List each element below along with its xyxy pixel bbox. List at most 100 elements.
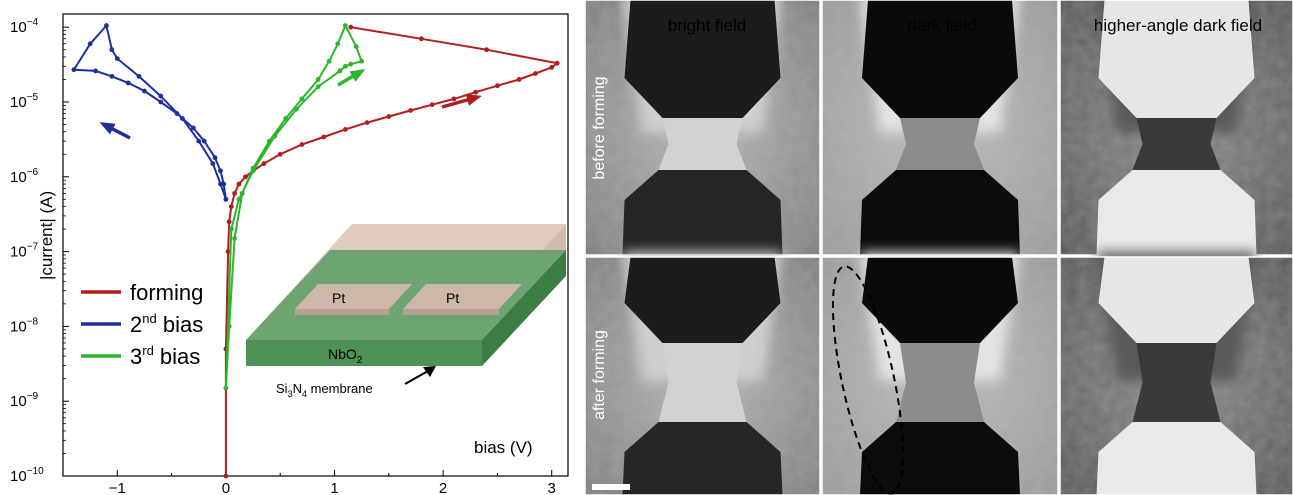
series-point-1 xyxy=(136,73,142,79)
series-point-2 xyxy=(236,196,242,202)
tile-top-particle xyxy=(1098,0,1255,118)
series-point-2 xyxy=(299,96,305,102)
x-tick-label: 1 xyxy=(330,480,338,495)
nbo2-top xyxy=(246,250,566,340)
series-point-0 xyxy=(418,36,424,42)
series-point-0 xyxy=(364,120,370,126)
tile-junction xyxy=(896,343,984,422)
series-point-1 xyxy=(142,88,147,94)
series-point-1 xyxy=(125,80,131,86)
series-point-2 xyxy=(359,58,365,64)
tile-border xyxy=(1059,256,1293,495)
series-point-1 xyxy=(158,93,164,99)
tile-junction xyxy=(896,118,984,170)
pt-pad-left xyxy=(295,284,412,309)
nbo2-side xyxy=(482,250,566,366)
tile-bottom-particle xyxy=(622,422,783,495)
legend: forming 2nd bias 3rd bias xyxy=(81,280,203,369)
series-point-0 xyxy=(236,181,242,187)
y-tick-label: 10−9 xyxy=(10,391,39,410)
series-point-1 xyxy=(218,168,223,174)
series-point-0 xyxy=(342,126,348,132)
x-axis-ticks: −1 0 1 2 3 xyxy=(62,470,556,495)
series-point-2 xyxy=(266,138,272,144)
series-point-1 xyxy=(223,196,229,202)
tile-junction xyxy=(658,343,747,422)
series-point-2 xyxy=(342,23,348,28)
series-point-2 xyxy=(226,323,232,329)
tile-top-particle xyxy=(862,257,1018,343)
series-point-0 xyxy=(473,89,479,95)
tem-column-title-2: higher-angle dark field xyxy=(1094,16,1262,35)
series-point-2 xyxy=(315,84,321,90)
series-point-0 xyxy=(232,190,237,196)
series-point-0 xyxy=(277,151,283,157)
series-point-1 xyxy=(190,125,196,131)
series-point-0 xyxy=(226,219,232,225)
scale-bar xyxy=(592,484,630,490)
tile-top-particle xyxy=(862,0,1018,118)
series-point-1 xyxy=(158,99,164,105)
tem-row-title-0: before forming xyxy=(591,76,608,179)
membrane-label: Si3N4 membrane xyxy=(276,381,373,399)
tile-bottom-particle xyxy=(860,422,1020,495)
tem-tile-0-0 xyxy=(584,0,821,256)
membrane-pointer-head xyxy=(423,366,436,377)
series-point-1 xyxy=(174,111,180,116)
tile-bottom-particle xyxy=(622,170,783,255)
series-point-0 xyxy=(299,142,305,147)
plot-frame xyxy=(62,13,569,477)
series-line-1 xyxy=(72,23,227,200)
series-point-2 xyxy=(326,58,332,64)
pt-pad-left-edge xyxy=(295,309,389,315)
tile-border xyxy=(584,256,821,495)
tem-tile-0-1 xyxy=(821,0,1059,256)
series-point-2 xyxy=(228,226,234,232)
tem-tile-1-2 xyxy=(1059,252,1293,495)
series-point-1 xyxy=(196,138,202,144)
tile-bottom-particle xyxy=(860,170,1020,255)
series-point-0 xyxy=(386,114,392,119)
series-point-0 xyxy=(484,47,489,53)
y-tick-label: 10−6 xyxy=(10,167,39,186)
series-point-0 xyxy=(451,96,457,102)
series-point-1 xyxy=(212,155,218,161)
pt-pad-right-edge xyxy=(403,309,499,315)
series-point-1 xyxy=(114,56,120,62)
tile-top-particle xyxy=(624,0,781,118)
legend-label-2: 3rd bias xyxy=(130,343,200,369)
legend-label-0: forming xyxy=(130,280,203,305)
x-tick-label: 3 xyxy=(548,480,556,495)
series-point-2 xyxy=(223,385,229,391)
tile-top-particle xyxy=(1098,257,1255,343)
tile-bottom-particle xyxy=(1096,170,1257,255)
series-point-1 xyxy=(87,41,93,47)
series-point-1 xyxy=(218,181,223,187)
series-point-0 xyxy=(429,102,435,108)
series-point-2 xyxy=(315,77,321,82)
series-point-2 xyxy=(348,61,354,67)
series-point-1 xyxy=(180,116,185,121)
y-axis-ticks: 10−10 10−9 10−8 10−7 10−6 10−5 10−4 xyxy=(10,17,69,485)
x-axis-label: bias (V) xyxy=(474,438,533,457)
arrow-2nd-bias-head xyxy=(99,122,116,135)
series-point-0 xyxy=(348,24,354,30)
tile-bottom-particle xyxy=(1096,422,1257,495)
series-point-0 xyxy=(549,64,555,70)
membrane-pointer-line xyxy=(404,370,429,385)
series-point-0 xyxy=(516,77,522,82)
tem-row-title-1: after forming xyxy=(591,330,608,420)
series-point-0 xyxy=(408,108,413,113)
iv-plot: −1 0 1 2 3 10−10 10−9 10−8 10−7 10−6 10−5 10−4 |cu… xyxy=(10,13,569,495)
tile-junction xyxy=(1132,118,1221,170)
series-point-2 xyxy=(250,168,256,174)
series-point-0 xyxy=(261,161,267,167)
series-point-2 xyxy=(283,116,289,121)
series-point-2 xyxy=(335,41,341,47)
pt-label-right: Pt xyxy=(446,290,459,306)
tile-border xyxy=(821,256,1059,495)
series-point-1 xyxy=(109,47,115,53)
series-point-1 xyxy=(109,73,115,79)
series-point-2 xyxy=(239,190,245,196)
series-point-0 xyxy=(554,60,560,66)
